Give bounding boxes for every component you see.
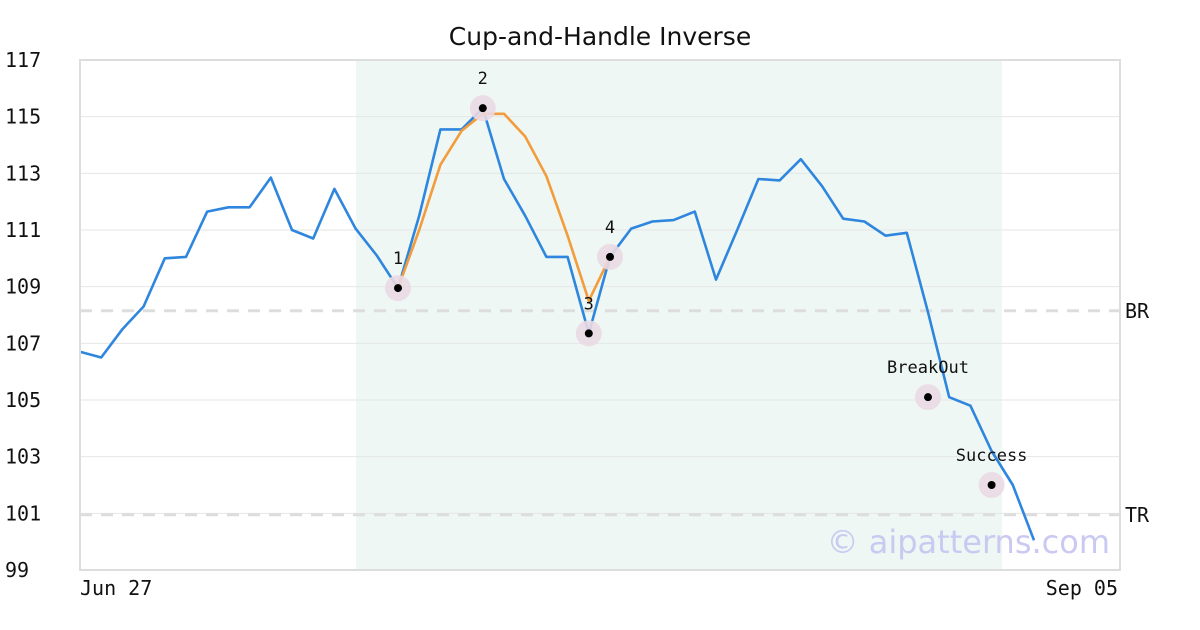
point-marker	[584, 329, 593, 338]
y-tick-label: 101	[5, 501, 41, 525]
y-tick-label: 103	[5, 445, 41, 469]
y-tick-label: 111	[5, 218, 41, 242]
y-tick-label: 117	[5, 48, 41, 72]
y-tick-label: 113	[5, 161, 41, 185]
chart-title: Cup-and-Handle Inverse	[448, 22, 752, 51]
pattern-fit-line	[396, 112, 612, 303]
x-tick-label: Jun 27	[80, 576, 152, 600]
plot-frame	[79, 59, 1121, 571]
point-label: 1	[393, 249, 403, 269]
level-label: BR	[1125, 299, 1150, 323]
point-label: 4	[605, 218, 615, 238]
y-tick-label: 109	[5, 275, 41, 299]
y-tick-label: 99	[5, 558, 29, 582]
point-marker	[924, 393, 932, 402]
pattern-region	[356, 60, 1003, 570]
y-tick-label: 105	[5, 388, 41, 412]
pattern-region-layer	[356, 60, 1003, 570]
y-tick-label: 107	[5, 331, 41, 355]
y-tick-label: 115	[5, 105, 41, 129]
point-marker	[606, 252, 614, 261]
level-layer: BR TR	[80, 299, 1150, 527]
point-label: Success	[956, 446, 1028, 466]
point-marker	[478, 104, 487, 113]
point-label: BreakOut	[887, 358, 969, 378]
point-label: 2	[478, 69, 488, 89]
point-marker	[394, 284, 402, 293]
price-line	[79, 106, 1036, 541]
axis-layer: 99 101 103 105 107 109 111 113 115 117 Jun 27 Sep 0…	[5, 48, 1121, 600]
point-layer: 1 2 3 4 BreakOut Success	[385, 69, 1027, 498]
series-layer	[79, 106, 1036, 541]
level-label: TR	[1125, 503, 1150, 527]
watermark: © aipatterns.com	[827, 523, 1110, 561]
point-marker	[987, 481, 996, 489]
x-tick-label: Sep 05	[1046, 576, 1118, 600]
point-label: 3	[584, 294, 594, 314]
